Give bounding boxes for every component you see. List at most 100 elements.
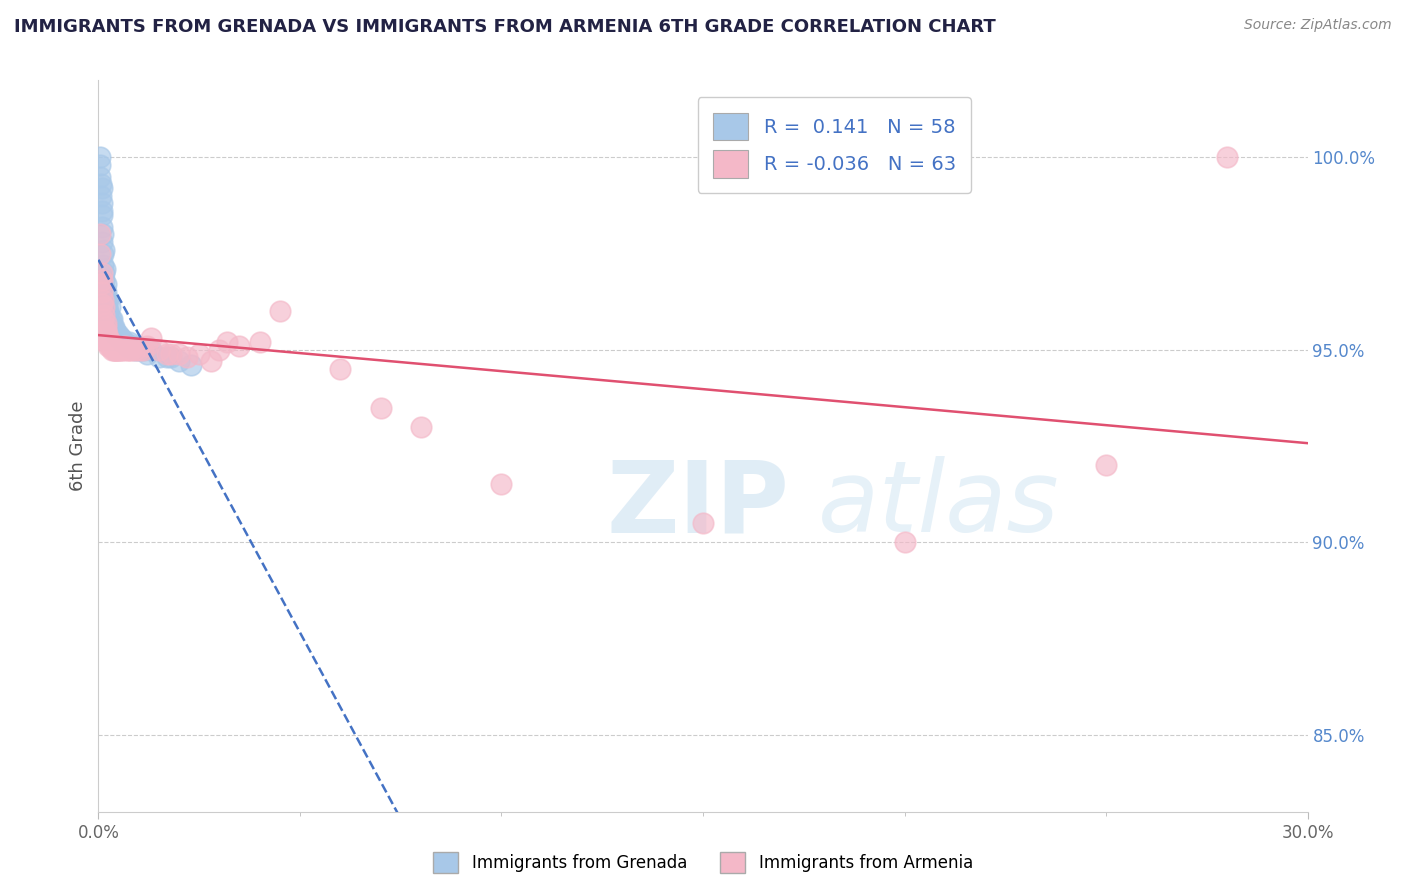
Point [96,293,118,307]
Legend: R =  0.141   N = 58, R = -0.036   N = 63: R = 0.141 N = 58, R = -0.036 N = 63 [697,97,972,194]
Point [93,243,115,257]
Point [160,351,183,365]
Point [97,293,120,307]
Point [101,319,124,334]
Point [121,339,143,353]
Point [118,343,141,357]
Point [91,204,114,219]
Point [104,343,127,357]
Point [94,285,117,299]
Point [91,296,114,310]
Point [329,362,352,376]
Point [103,324,125,338]
Point [107,343,129,357]
Point [94,331,117,345]
Point [91,246,114,260]
Point [692,516,714,530]
Point [100,312,122,326]
Point [97,308,120,322]
Point [124,343,146,357]
Point [180,358,202,372]
Point [89,246,111,260]
Point [167,354,190,368]
Point [176,351,198,365]
Point [115,343,138,357]
Text: atlas: atlas [818,456,1060,553]
Point [111,343,134,357]
Point [91,208,114,222]
Point [93,281,115,295]
Point [135,346,157,360]
Point [124,343,146,357]
Point [139,331,162,345]
Point [90,188,112,202]
Point [491,477,513,491]
Point [103,343,125,357]
Point [128,343,150,357]
Point [96,296,118,310]
Point [115,339,138,353]
Point [148,343,170,357]
Point [120,343,142,357]
Point [96,301,118,315]
Point [111,334,134,349]
Point [98,334,121,349]
Text: ZIP: ZIP [606,456,789,553]
Point [1216,150,1239,164]
Point [91,258,114,272]
Point [96,324,118,338]
Point [91,227,114,242]
Point [90,178,112,192]
Point [100,334,122,349]
Point [110,331,132,345]
Point [96,319,118,334]
Point [217,334,239,349]
Point [91,219,114,234]
Point [97,304,120,318]
Point [135,339,157,353]
Point [132,343,155,357]
Point [94,334,117,349]
Point [107,327,129,342]
Point [370,401,392,415]
Point [114,339,136,353]
Point [148,351,170,365]
Point [107,331,129,345]
Point [156,351,179,365]
Point [89,150,111,164]
Point [91,235,114,249]
Point [93,266,115,280]
Point [409,419,432,434]
Point [132,343,155,357]
Point [90,181,112,195]
Point [91,273,114,287]
Point [103,343,125,357]
Point [96,327,118,342]
Point [94,316,117,330]
Point [156,346,179,360]
Point [893,535,915,549]
Point [103,327,125,342]
Point [89,169,111,184]
Point [104,324,127,338]
Point [160,346,183,360]
Point [89,227,111,242]
Point [208,343,231,357]
Point [228,339,250,353]
Point [100,339,122,353]
Point [114,334,136,349]
Point [97,331,120,345]
Point [118,334,141,349]
Point [110,343,132,357]
Point [93,273,115,287]
Point [100,316,122,330]
Point [94,277,117,292]
Point [97,339,120,353]
Point [100,312,122,326]
Text: IMMIGRANTS FROM GRENADA VS IMMIGRANTS FROM ARMENIA 6TH GRADE CORRELATION CHART: IMMIGRANTS FROM GRENADA VS IMMIGRANTS FR… [14,18,995,36]
Point [249,334,271,349]
Point [90,196,112,211]
Point [94,289,117,303]
Point [110,331,132,345]
Point [103,319,125,334]
